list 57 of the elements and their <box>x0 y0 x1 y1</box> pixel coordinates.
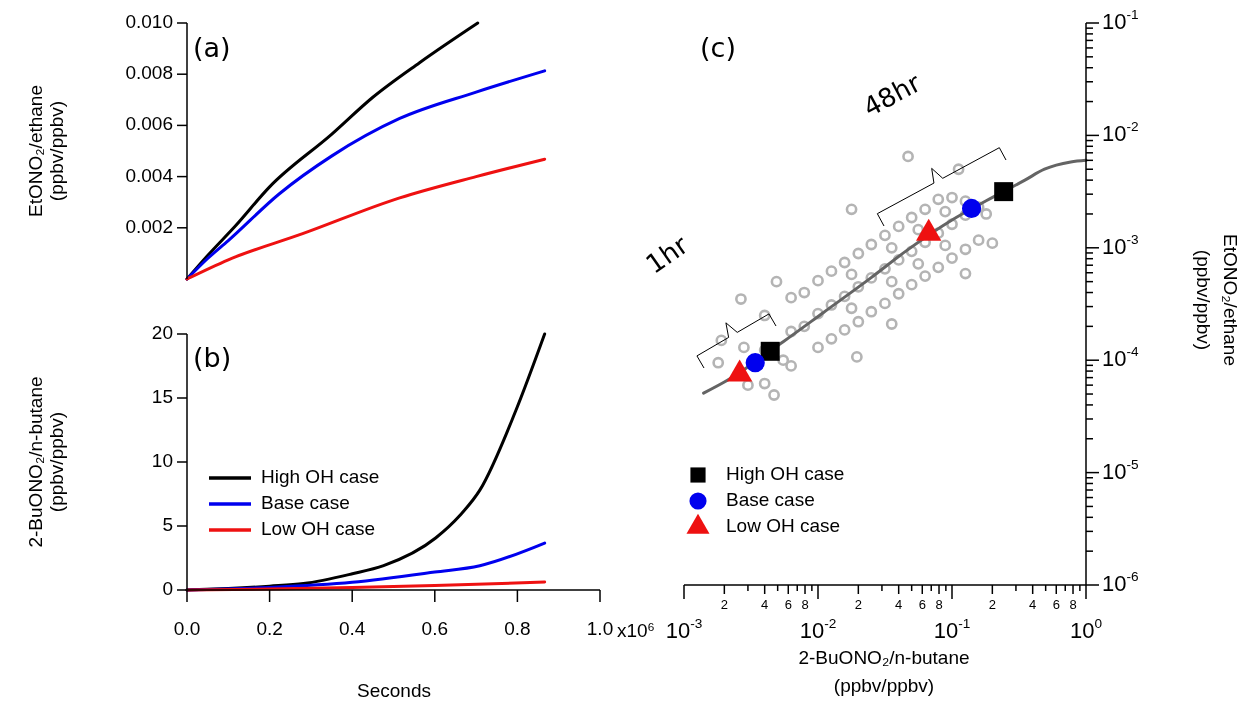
y-tick-label: 0.006 <box>125 113 173 135</box>
text: 4 <box>761 597 769 613</box>
y-tick-label: 0.002 <box>125 215 173 237</box>
x-axis-title: 2-BuONO₂/n-butane (ppbv/ppbv) <box>798 647 970 696</box>
legend-label: High OH case <box>261 466 380 488</box>
x-tick-label: 10$^{0}$ <box>1069 616 1103 643</box>
line-series <box>185 580 547 592</box>
legend-label: Low OH case <box>261 518 376 540</box>
text: 6 <box>1052 597 1060 613</box>
x-tick-label: 0.2 <box>256 618 283 640</box>
x-tick-label: 10$^{-1}$ <box>933 616 971 643</box>
text: 8 <box>935 597 943 613</box>
y-tick-label: 20 <box>151 322 173 344</box>
text: 4 <box>895 597 903 613</box>
y-tick-label: 5 <box>162 514 173 536</box>
text: 4 <box>1029 597 1037 613</box>
text: 8 <box>801 597 809 613</box>
annotation: (c) <box>700 32 736 63</box>
y-tick-label: 0.010 <box>125 11 173 33</box>
x-tick-label: 10$^{-3}$ <box>665 616 703 643</box>
y-tick-label: 10$^{-5}$ <box>1102 456 1139 484</box>
annotation: (a) <box>193 32 231 63</box>
text: x10$^{6}$ <box>617 619 655 641</box>
x-tick-label: 0.0 <box>173 618 201 640</box>
x-tick-label: 1.0 <box>586 618 614 640</box>
annotation: 1hr <box>640 229 694 280</box>
text: 6 <box>918 597 926 613</box>
y-tick-label: 15 <box>151 386 173 408</box>
text: 6 <box>784 597 792 613</box>
y-axis-title: 2-BuONO₂/n-butane (ppbv/ppbv) <box>25 376 67 548</box>
y-tick-label: 10$^{-2}$ <box>1102 119 1139 147</box>
y-axis-title: EtONO₂/ethane (ppbv/ppbv) <box>1193 234 1241 366</box>
line-series <box>185 157 547 281</box>
y-tick-label: 10$^{-1}$ <box>1102 7 1139 34</box>
y-tick-label: 0 <box>162 578 173 600</box>
x-tick-label: 0.4 <box>338 618 366 640</box>
y-tick-label: 10$^{-3}$ <box>1102 231 1139 259</box>
text: 2 <box>988 597 996 613</box>
legend-label: Low OH case <box>726 515 841 537</box>
legend-label: Base case <box>726 489 815 511</box>
legend-label: High OH case <box>726 463 845 485</box>
y-tick-label: 0.008 <box>125 62 173 84</box>
x-tick-label: 10$^{-2}$ <box>799 616 837 643</box>
y-tick-label: 10$^{-6}$ <box>1102 569 1139 596</box>
text: 8 <box>1069 597 1077 613</box>
text: 2 <box>720 597 728 613</box>
y-tick-label: 10 <box>151 450 173 472</box>
x-tick-label: 0.6 <box>421 618 449 640</box>
x-tick-label: 0.8 <box>504 618 531 640</box>
y-tick-label: 10$^{-4}$ <box>1102 344 1140 372</box>
legend-label: Base case <box>261 492 350 514</box>
annotation: (b) <box>193 342 232 373</box>
x-axis-title: Seconds <box>357 680 431 701</box>
annotation: 48hr <box>858 67 926 123</box>
y-axis-title: EtONO₂/ethane (ppbv/ppbv) <box>25 85 67 217</box>
y-tick-label: 0.004 <box>125 164 174 186</box>
text: 2 <box>854 597 862 613</box>
